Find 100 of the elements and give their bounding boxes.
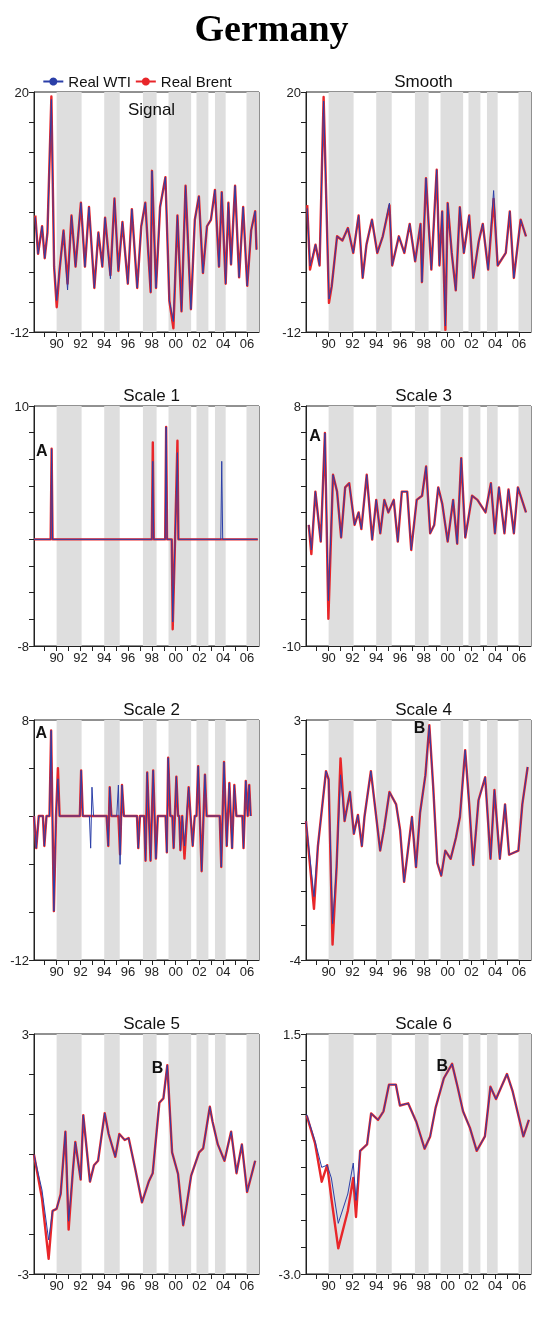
annotation: A (36, 442, 49, 460)
y-tick-label: -4 (289, 952, 301, 968)
x-tick-label: 04 (216, 650, 231, 665)
x-tick-label: 06 (511, 1278, 527, 1293)
x-tick-label: 98 (144, 650, 160, 665)
x-tick-label: 98 (416, 650, 432, 665)
x-tick-label: 06 (239, 336, 255, 351)
x-tick-label: 98 (416, 964, 432, 979)
legend-label: Real Brent (160, 73, 233, 90)
x-tick-label: 90 (321, 964, 336, 979)
chart-title: Signal (127, 100, 176, 119)
x-tick-label: 04 (488, 650, 503, 665)
y-tick-label: 20 (286, 84, 301, 100)
x-tick-label: 02 (192, 336, 207, 351)
x-tick-label: 98 (416, 1278, 432, 1293)
annotation: B (436, 1057, 449, 1075)
x-tick-label: 00 (168, 650, 183, 665)
x-tick-label: 94 (97, 336, 112, 351)
x-tick-label: 96 (392, 650, 408, 665)
annotation: A (35, 723, 48, 741)
x-tick-label: 92 (73, 1278, 88, 1293)
x-tick-label: 02 (192, 650, 207, 665)
y-tick-label: 8 (293, 398, 301, 414)
x-tick-label: 94 (369, 1278, 384, 1293)
x-tick-label: 06 (239, 1278, 255, 1293)
y-tick-label: -3 (17, 1266, 29, 1282)
legend-label: Real WTI (68, 73, 131, 90)
x-tick-label: 94 (97, 1278, 112, 1293)
x-tick-label: 90 (321, 336, 336, 351)
x-tick-label: 90 (321, 1278, 336, 1293)
chart-title: Smooth (394, 72, 453, 91)
x-tick-label: 06 (511, 650, 527, 665)
y-tick-label: -3.0 (278, 1266, 301, 1282)
x-tick-label: 92 (73, 336, 88, 351)
x-tick-label: 02 (464, 650, 479, 665)
x-tick-label: 02 (192, 964, 207, 979)
annotation: B (151, 1058, 164, 1076)
x-tick-label: 96 (392, 964, 408, 979)
y-tick-label: 10 (14, 398, 29, 414)
x-tick-label: 06 (511, 336, 527, 351)
x-tick-label: 90 (49, 1278, 64, 1293)
x-tick-label: 00 (168, 1278, 183, 1293)
x-tick-label: 00 (168, 336, 183, 351)
x-tick-label: 98 (416, 336, 432, 351)
x-tick-label: 06 (239, 650, 255, 665)
x-tick-label: 00 (440, 336, 455, 351)
y-tick-label: 20 (14, 84, 29, 100)
x-tick-label: 00 (440, 1278, 455, 1293)
x-tick-label: 06 (511, 964, 527, 979)
x-tick-label: 00 (168, 964, 183, 979)
y-tick-label: -8 (17, 638, 29, 654)
chart-title: Scale 2 (123, 700, 180, 719)
x-tick-label: 96 (120, 336, 136, 351)
chart-title: Scale 3 (395, 386, 452, 405)
x-tick-label: 96 (392, 1278, 408, 1293)
x-tick-label: 04 (488, 1278, 503, 1293)
x-tick-label: 92 (73, 964, 88, 979)
chart-title: Scale 5 (123, 1014, 180, 1033)
x-tick-label: 96 (120, 650, 136, 665)
x-tick-label: 92 (345, 964, 360, 979)
x-tick-label: 90 (49, 650, 64, 665)
x-tick-label: 04 (488, 336, 503, 351)
x-tick-label: 92 (73, 650, 88, 665)
y-tick-label: 8 (21, 712, 29, 728)
x-tick-label: 92 (345, 650, 360, 665)
x-tick-label: 04 (216, 336, 231, 351)
y-tick-label: 1.5 (282, 1026, 301, 1042)
x-tick-label: 00 (440, 964, 455, 979)
x-tick-label: 98 (144, 336, 160, 351)
annotation: B (413, 718, 426, 736)
x-tick-label: 92 (345, 336, 360, 351)
x-tick-label: 02 (464, 964, 479, 979)
x-tick-label: 98 (144, 1278, 160, 1293)
y-tick-label: -12 (282, 324, 301, 340)
y-tick-label: -12 (10, 952, 29, 968)
x-tick-label: 96 (120, 964, 136, 979)
x-tick-label: 04 (488, 964, 503, 979)
x-tick-label: 02 (464, 336, 479, 351)
x-tick-label: 00 (440, 650, 455, 665)
x-tick-label: 94 (97, 650, 112, 665)
x-tick-label: 90 (49, 964, 64, 979)
chart-title: Scale 4 (395, 700, 452, 719)
y-tick-label: -10 (282, 638, 301, 654)
annotation: A (309, 426, 322, 444)
x-tick-label: 02 (192, 1278, 207, 1293)
x-tick-label: 94 (369, 336, 384, 351)
y-tick-label: -12 (10, 324, 29, 340)
chart-title: Scale 1 (123, 386, 180, 405)
x-tick-label: 06 (239, 964, 255, 979)
text: Germany (193, 6, 350, 50)
x-tick-label: 94 (97, 964, 112, 979)
x-tick-label: 90 (49, 336, 64, 351)
x-tick-label: 94 (369, 964, 384, 979)
x-tick-label: 96 (392, 336, 408, 351)
chart-title: Scale 6 (395, 1014, 452, 1033)
x-tick-label: 92 (345, 1278, 360, 1293)
x-tick-label: 98 (144, 964, 160, 979)
y-tick-label: 3 (293, 712, 301, 728)
x-tick-label: 90 (321, 650, 336, 665)
x-tick-label: 96 (120, 1278, 136, 1293)
